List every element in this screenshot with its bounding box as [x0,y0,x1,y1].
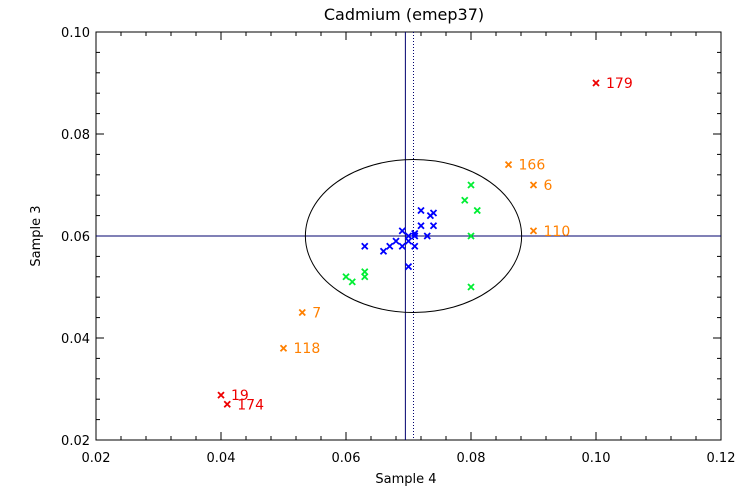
green-data-point [473,206,481,215]
point-label: 110 [544,224,571,240]
blue-data-point [404,262,413,271]
green-data-point [361,268,369,276]
labeled-data-point [592,79,600,87]
blue-data-point [386,242,394,250]
x-axis-label: Sample 4 [375,472,436,487]
blue-data-point [417,206,425,215]
blue-data-point [429,209,438,217]
green-data-point [348,278,356,286]
point-label: 6 [544,178,553,194]
y-axis-label: Sample 3 [29,205,44,266]
labeled-data-point [217,391,225,399]
y-tick-label: 0.08 [61,128,90,143]
point-label: 118 [294,341,321,357]
x-tick-label: 0.06 [332,451,361,466]
blue-data-point [411,229,419,238]
point-label: 19 [231,388,249,404]
blue-data-point [379,247,388,255]
blue-data-point [411,232,419,240]
x-tick-label: 0.02 [82,451,111,466]
labeled-data-point [298,308,306,317]
confidence-ellipse [304,159,523,313]
labeled-data-point [529,227,538,235]
green-data-point [461,196,469,204]
y-tick-label: 0.06 [61,230,90,245]
y-tick-label: 0.04 [61,332,90,347]
labeled-data-point [223,400,231,408]
green-data-point [467,181,475,189]
labeled-data-point [504,160,513,169]
blue-data-point [361,242,369,250]
blue-data-point [398,242,406,250]
green-data-point [342,273,350,281]
x-tick-label: 0.04 [207,451,236,466]
green-data-point [467,232,475,240]
x-tick-label: 0.08 [457,451,486,466]
blue-data-point [417,222,425,230]
green-data-point [467,283,475,291]
blue-data-point [398,227,406,235]
labeled-data-point [529,181,538,189]
point-label: 174 [237,397,264,413]
point-label: 7 [312,306,321,322]
point-label: 179 [606,76,633,92]
chart-title: Cadmium (emep37) [324,5,484,24]
blue-data-point [423,232,431,240]
y-tick-label: 0.02 [61,434,90,449]
blue-data-point [411,242,419,250]
point-label: 166 [519,158,546,174]
plot-area: 0.02 0.04 0.06 0.08 0.10 0.12 0.02 0.04 0.06 0.08… [61,26,735,466]
x-tick-label: 0.12 [707,451,736,466]
y-tick-label: 0.10 [61,26,90,41]
blue-data-point [392,237,400,245]
labeled-data-point [279,344,288,352]
blue-data-point [404,232,413,240]
x-tick-label: 0.10 [582,451,611,466]
blue-data-point [429,222,438,230]
